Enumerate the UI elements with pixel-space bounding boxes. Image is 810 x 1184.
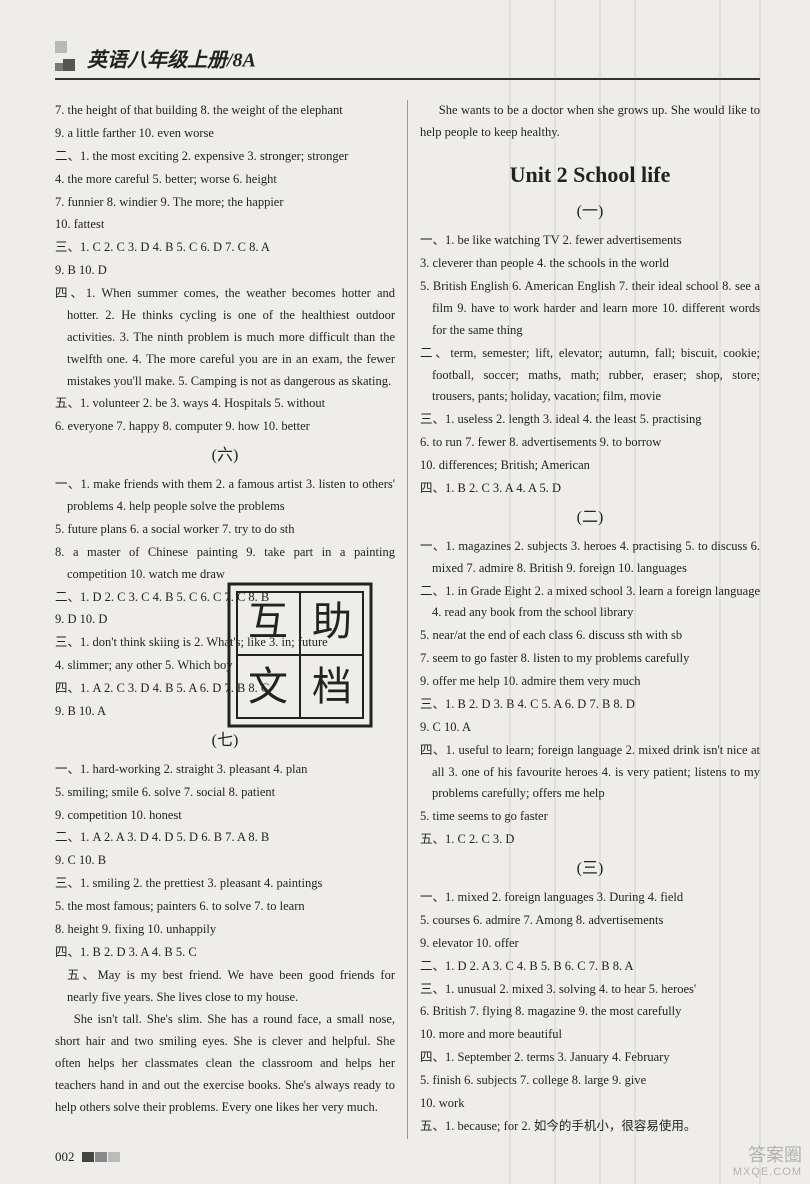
answer-line: 5. finish 6. subjects 7. college 8. larg… bbox=[432, 1070, 760, 1092]
header-deco-squares bbox=[55, 40, 75, 76]
answer-line: 5. smiling; smile 6. solve 7. social 8. … bbox=[67, 782, 395, 804]
answer-line: 四、1. September 2. terms 3. January 4. Fe… bbox=[432, 1047, 760, 1069]
answer-line: 三、1. C 2. C 3. D 4. B 5. C 6. D 7. C 8. … bbox=[67, 237, 395, 259]
answer-line: 三、1. smiling 2. the prettiest 3. pleasan… bbox=[67, 873, 395, 895]
answer-line: 9. a little farther 10. even worse bbox=[67, 123, 395, 145]
left-column: 7. the height of that building 8. the we… bbox=[55, 100, 395, 1139]
answer-line: 8. height 9. fixing 10. unhappily bbox=[67, 919, 395, 941]
answer-line: 五、1. because; for 2. 如今的手机小，很容易使用。 bbox=[432, 1116, 760, 1138]
unit-two-title: Unit 2 School life bbox=[420, 156, 760, 195]
answer-line: 9. elevator 10. offer bbox=[432, 933, 760, 955]
answer-line: 5. British English 6. American English 7… bbox=[432, 276, 760, 342]
answer-line: 9. C 10. A bbox=[432, 717, 760, 739]
answer-line: 三、1. B 2. D 3. B 4. C 5. A 6. D 7. B 8. … bbox=[432, 694, 760, 716]
answer-line: 9. B 10. D bbox=[67, 260, 395, 282]
section-seven-heading: (七) bbox=[55, 727, 395, 755]
answer-line: 8. a master of Chinese painting 9. take … bbox=[67, 542, 395, 586]
content-columns: 7. the height of that building 8. the we… bbox=[55, 100, 760, 1139]
answer-line: 5. future plans 6. a social worker 7. tr… bbox=[67, 519, 395, 541]
essay-paragraph: She isn't tall. She's slim. She has a ro… bbox=[55, 1009, 395, 1118]
answer-line: 5. the most famous; painters 6. to solve… bbox=[67, 896, 395, 918]
answer-line: 4. slimmer; any other 5. Which boy bbox=[67, 655, 395, 677]
answer-line: 6. British 7. flying 8. magazine 9. the … bbox=[432, 1001, 760, 1023]
answer-line: 二、1. D 2. C 3. C 4. B 5. C 6. C 7. C 8. … bbox=[67, 587, 395, 609]
essay-paragraph: She wants to be a doctor when she grows … bbox=[420, 100, 760, 144]
answer-line: 9. B 10. A bbox=[67, 701, 395, 723]
answer-line: 9. D 10. D bbox=[67, 609, 395, 631]
answer-line: 五、1. C 2. C 3. D bbox=[432, 829, 760, 851]
answer-line: 5. near/at the end of each class 6. disc… bbox=[432, 625, 760, 647]
answer-line: 二、1. A 2. A 3. D 4. D 5. D 6. B 7. A 8. … bbox=[67, 827, 395, 849]
watermark-text: 答案圈 bbox=[733, 1146, 802, 1166]
answer-line: 二、1. D 2. A 3. C 4. B 5. B 6. C 7. B 8. … bbox=[432, 956, 760, 978]
answer-line: 一、1. be like watching TV 2. fewer advert… bbox=[432, 230, 760, 252]
answer-line: 三、1. don't think skiing is 2. What's; li… bbox=[67, 632, 395, 654]
answer-line: 四、1. When summer comes, the weather beco… bbox=[67, 283, 395, 392]
answer-line: 9. offer me help 10. admire them very mu… bbox=[432, 671, 760, 693]
answer-line: 10. more and more beautiful bbox=[432, 1024, 760, 1046]
answer-line: 6. to run 7. fewer 8. advertisements 9. … bbox=[432, 432, 760, 454]
answer-line: 二、term, semester; lift, elevator; autumn… bbox=[432, 343, 760, 409]
answer-line: 7. funnier 8. windier 9. The more; the h… bbox=[67, 192, 395, 214]
section-two-heading: (二) bbox=[420, 504, 760, 532]
section-three-heading: (三) bbox=[420, 855, 760, 883]
column-divider bbox=[407, 100, 408, 1139]
site-watermark: 答案圈 MXQE.COM bbox=[733, 1146, 802, 1178]
answer-line: 7. seem to go faster 8. listen to my pro… bbox=[432, 648, 760, 670]
answer-line: 5. time seems to go faster bbox=[432, 806, 760, 828]
header-title: 英语八年级上册/8A bbox=[87, 50, 256, 72]
answer-line: 一、1. mixed 2. foreign languages 3. Durin… bbox=[432, 887, 760, 909]
answer-line: 10. work bbox=[432, 1093, 760, 1115]
answer-line: 7. the height of that building 8. the we… bbox=[67, 100, 395, 122]
section-one-heading: (一) bbox=[420, 198, 760, 226]
answer-line: 四、1. useful to learn; foreign language 2… bbox=[432, 740, 760, 806]
section-six-heading: (六) bbox=[55, 442, 395, 470]
footer-deco-bars bbox=[82, 1150, 121, 1166]
answer-line: 9. competition 10. honest bbox=[67, 805, 395, 827]
answer-line: 3. cleverer than people 4. the schools i… bbox=[432, 253, 760, 275]
watermark-url: MXQE.COM bbox=[733, 1166, 802, 1178]
answer-line: 一、1. make friends with them 2. a famous … bbox=[67, 474, 395, 518]
answer-line: 5. courses 6. admire 7. Among 8. adverti… bbox=[432, 910, 760, 932]
answer-line: 4. the more careful 5. better; worse 6. … bbox=[67, 169, 395, 191]
right-column: She wants to be a doctor when she grows … bbox=[420, 100, 760, 1139]
answer-line: 10. differences; British; American bbox=[432, 455, 760, 477]
answer-line: 三、1. unusual 2. mixed 3. solving 4. to h… bbox=[432, 979, 760, 1001]
essay-paragraph: 五、May is my best friend. We have been go… bbox=[67, 965, 395, 1009]
answer-line: 10. fattest bbox=[67, 214, 395, 236]
answer-line: 二、1. in Grade Eight 2. a mixed school 3.… bbox=[432, 581, 760, 625]
page-number: 002 bbox=[55, 1149, 75, 1164]
answer-line: 五、1. volunteer 2. be 3. ways 4. Hospital… bbox=[67, 393, 395, 415]
answer-line: 三、1. useless 2. length 3. ideal 4. the l… bbox=[432, 409, 760, 431]
answer-line: 四、1. B 2. C 3. A 4. A 5. D bbox=[432, 478, 760, 500]
answer-line: 二、1. the most exciting 2. expensive 3. s… bbox=[67, 146, 395, 168]
answer-line: 9. C 10. B bbox=[67, 850, 395, 872]
answer-line: 四、1. B 2. D 3. A 4. B 5. C bbox=[67, 942, 395, 964]
answer-line: 四、1. A 2. C 3. D 4. B 5. A 6. D 7. B 8. … bbox=[67, 678, 395, 700]
page-header: 英语八年级上册/8A bbox=[55, 40, 760, 80]
answer-line: 一、1. hard-working 2. straight 3. pleasan… bbox=[67, 759, 395, 781]
answer-line: 6. everyone 7. happy 8. computer 9. how … bbox=[67, 416, 395, 438]
page-footer: 002 bbox=[55, 1149, 121, 1166]
answer-line: 一、1. magazines 2. subjects 3. heroes 4. … bbox=[432, 536, 760, 580]
